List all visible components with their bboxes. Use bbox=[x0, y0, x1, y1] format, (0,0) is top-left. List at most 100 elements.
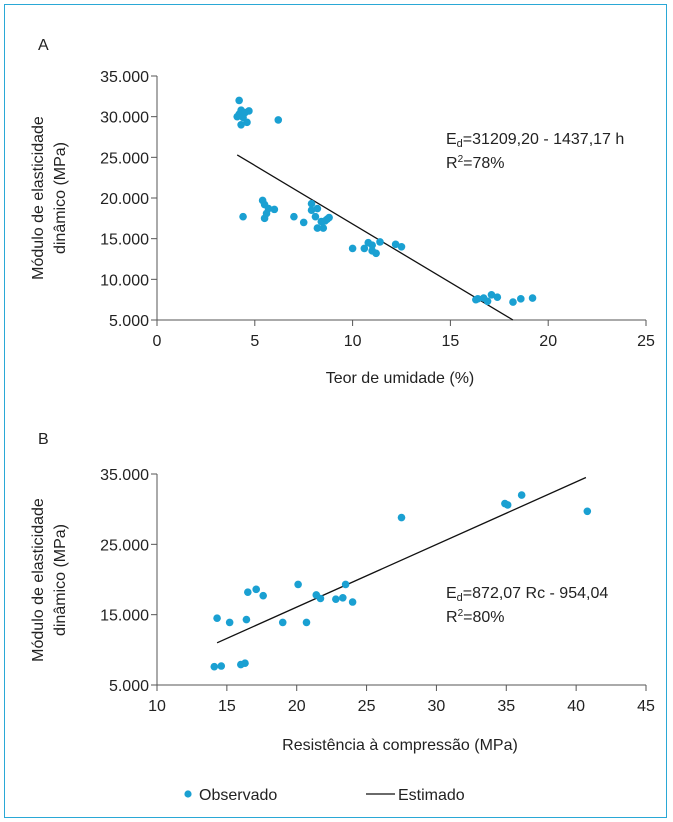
panel-b-xtick-label: 10 bbox=[148, 698, 166, 715]
panel-b-xtick-label: 15 bbox=[218, 698, 236, 715]
panel-a-data-point bbox=[319, 224, 328, 232]
panel-b-ytick-label: 5.000 bbox=[109, 678, 149, 695]
legend-estimated-label: Estimado bbox=[398, 787, 465, 804]
panel-b-xtick-label: 30 bbox=[428, 698, 446, 715]
panel-b-eq-rest: =872,07 Rc - 954,04 bbox=[463, 585, 609, 602]
panel-a-data-point bbox=[391, 240, 400, 249]
panel-a-marks: 5.000 10.000 15.000 20.000 25.000 30.000 35.00… bbox=[100, 69, 655, 350]
panel-b-ylabel: Módulo de elasticidade dinâmico (MPa) bbox=[30, 498, 69, 662]
panel-a-eq-rest: =31209,20 - 1437,17 h bbox=[463, 131, 624, 148]
panel-a: A Módulo de elasticidade dinâmico (MPa) … bbox=[30, 37, 655, 387]
panel-a-data-point bbox=[313, 224, 322, 232]
panel-a-r2-prefix: R bbox=[446, 155, 458, 172]
panel-b-r2-rest: =80% bbox=[463, 609, 504, 626]
panel-b-xtick-label: 45 bbox=[637, 698, 655, 715]
figure-frame bbox=[4, 4, 667, 818]
panel-a-data-point bbox=[274, 116, 283, 124]
legend-observed-marker bbox=[184, 790, 192, 798]
panel-b-ytick-label: 15.000 bbox=[100, 608, 149, 625]
panel-a-data-point bbox=[348, 244, 357, 253]
panel-b-data-point bbox=[241, 659, 249, 667]
panel-a-xtick-label: 25 bbox=[637, 333, 655, 350]
panel-a-data-point bbox=[376, 238, 384, 246]
panel-a-xlabel: Teor de umidade (%) bbox=[326, 370, 475, 387]
panel-a-label: A bbox=[38, 37, 49, 54]
panel-a-ylabel-line2: dinâmico (MPa) bbox=[52, 142, 69, 254]
panel-b-data-point bbox=[339, 593, 347, 602]
panel-a-xtick-label: 10 bbox=[344, 333, 362, 350]
panel-b-xtick-label: 40 bbox=[567, 698, 585, 715]
legend: Observado Estimado bbox=[184, 787, 465, 804]
panel-a-eq-sub: d bbox=[457, 138, 463, 150]
panel-b-r2: R2=80% bbox=[446, 608, 505, 626]
panel-b-data-point bbox=[210, 662, 219, 671]
panel-b-data-point bbox=[302, 618, 311, 627]
panel-a-data-point bbox=[299, 218, 308, 227]
panel-a-data-point bbox=[290, 212, 298, 221]
panel-b-xtick-label: 35 bbox=[497, 698, 515, 715]
panel-a-ytick-label: 20.000 bbox=[100, 191, 149, 208]
panel-a-data-point bbox=[260, 214, 269, 223]
panel-b-ylabel-line2: dinâmico (MPa) bbox=[52, 524, 69, 636]
panel-b-data-point bbox=[517, 491, 526, 499]
panel-b-data-point bbox=[341, 580, 350, 589]
panel-b-xtick-label: 25 bbox=[358, 698, 376, 715]
panel-a-data-point bbox=[372, 249, 380, 258]
panel-a-xtick-label: 20 bbox=[539, 333, 557, 350]
panel-b-label: B bbox=[38, 431, 49, 448]
panel-b-ytick-label: 35.000 bbox=[100, 467, 149, 484]
panel-b-data-point bbox=[242, 615, 251, 624]
panel-a-data-point bbox=[483, 297, 492, 306]
panel-b-marks: 5.000 15.000 25.000 35.000 10 15 20 25 30 35 40 45 bbox=[100, 467, 655, 715]
panel-b-ytick-label: 25.000 bbox=[100, 537, 149, 554]
panel-a-data-point bbox=[245, 107, 253, 115]
panel-a-data-point bbox=[517, 295, 525, 303]
panel-b-data-point bbox=[397, 513, 406, 522]
panel-a-ylabel: Módulo de elasticidade dinâmico (MPa) bbox=[30, 116, 69, 280]
panel-a-data-point bbox=[487, 290, 496, 299]
panel-a-eq-prefix: E bbox=[446, 131, 457, 148]
panel-a-data-point bbox=[321, 216, 330, 225]
panel-a-data-point bbox=[528, 294, 537, 302]
panel-a-equation: Ed=31209,20 - 1437,17 h bbox=[446, 131, 624, 150]
panel-b-xlabel: Resistência à compressão (MPa) bbox=[282, 737, 518, 754]
panel-b-eq-sub: d bbox=[457, 592, 463, 604]
panel-b-data-point bbox=[225, 618, 234, 627]
panel-b-equation: Ed=872,07 Rc - 954,04 bbox=[446, 585, 608, 604]
panel-a-ytick-label: 10.000 bbox=[100, 272, 149, 289]
panel-b-data-point bbox=[503, 501, 512, 509]
panel-b-ylabel-line1: Módulo de elasticidade bbox=[30, 498, 47, 662]
panel-a-data-point bbox=[368, 241, 376, 249]
panel-a-xtick-label: 15 bbox=[442, 333, 460, 350]
panel-a-data-point bbox=[313, 204, 322, 213]
panel-a-data-point bbox=[311, 212, 320, 221]
panel-b-data-point bbox=[583, 507, 592, 516]
panel-a-data-point bbox=[237, 121, 245, 129]
panel-a-data-point bbox=[307, 206, 316, 214]
panel-b-data-point bbox=[213, 614, 221, 622]
panel-a-ytick-label: 25.000 bbox=[100, 150, 149, 167]
panel-a-data-point bbox=[397, 243, 406, 251]
panel-b-data-point bbox=[332, 595, 340, 603]
panel-a-ytick-label: 5.000 bbox=[109, 313, 149, 330]
panel-a-data-point bbox=[270, 205, 279, 214]
panel-a-xtick-label: 0 bbox=[153, 333, 162, 350]
panel-a-data-point bbox=[307, 199, 316, 208]
panel-b-r2-prefix: R bbox=[446, 609, 458, 626]
panel-b-data-point bbox=[278, 618, 287, 627]
panel-b-data-point bbox=[294, 580, 302, 589]
panel-b-data-point bbox=[252, 585, 260, 594]
panel-b-data-point bbox=[316, 594, 325, 603]
panel-a-data-point bbox=[360, 244, 369, 253]
panel-a-data-point bbox=[473, 295, 482, 303]
legend-observed-label: Observado bbox=[199, 787, 277, 804]
panel-a-data-point bbox=[243, 118, 251, 127]
panel-a-r2-sup: 2 bbox=[458, 154, 464, 165]
panel-a-data-point bbox=[235, 96, 243, 105]
panel-a-fit-line bbox=[236, 154, 514, 321]
panel-b-r2-sup: 2 bbox=[458, 608, 464, 619]
panel-b-data-point bbox=[348, 598, 357, 606]
panel-a-ytick-label: 15.000 bbox=[100, 232, 149, 249]
panel-b-data-point bbox=[259, 591, 267, 600]
